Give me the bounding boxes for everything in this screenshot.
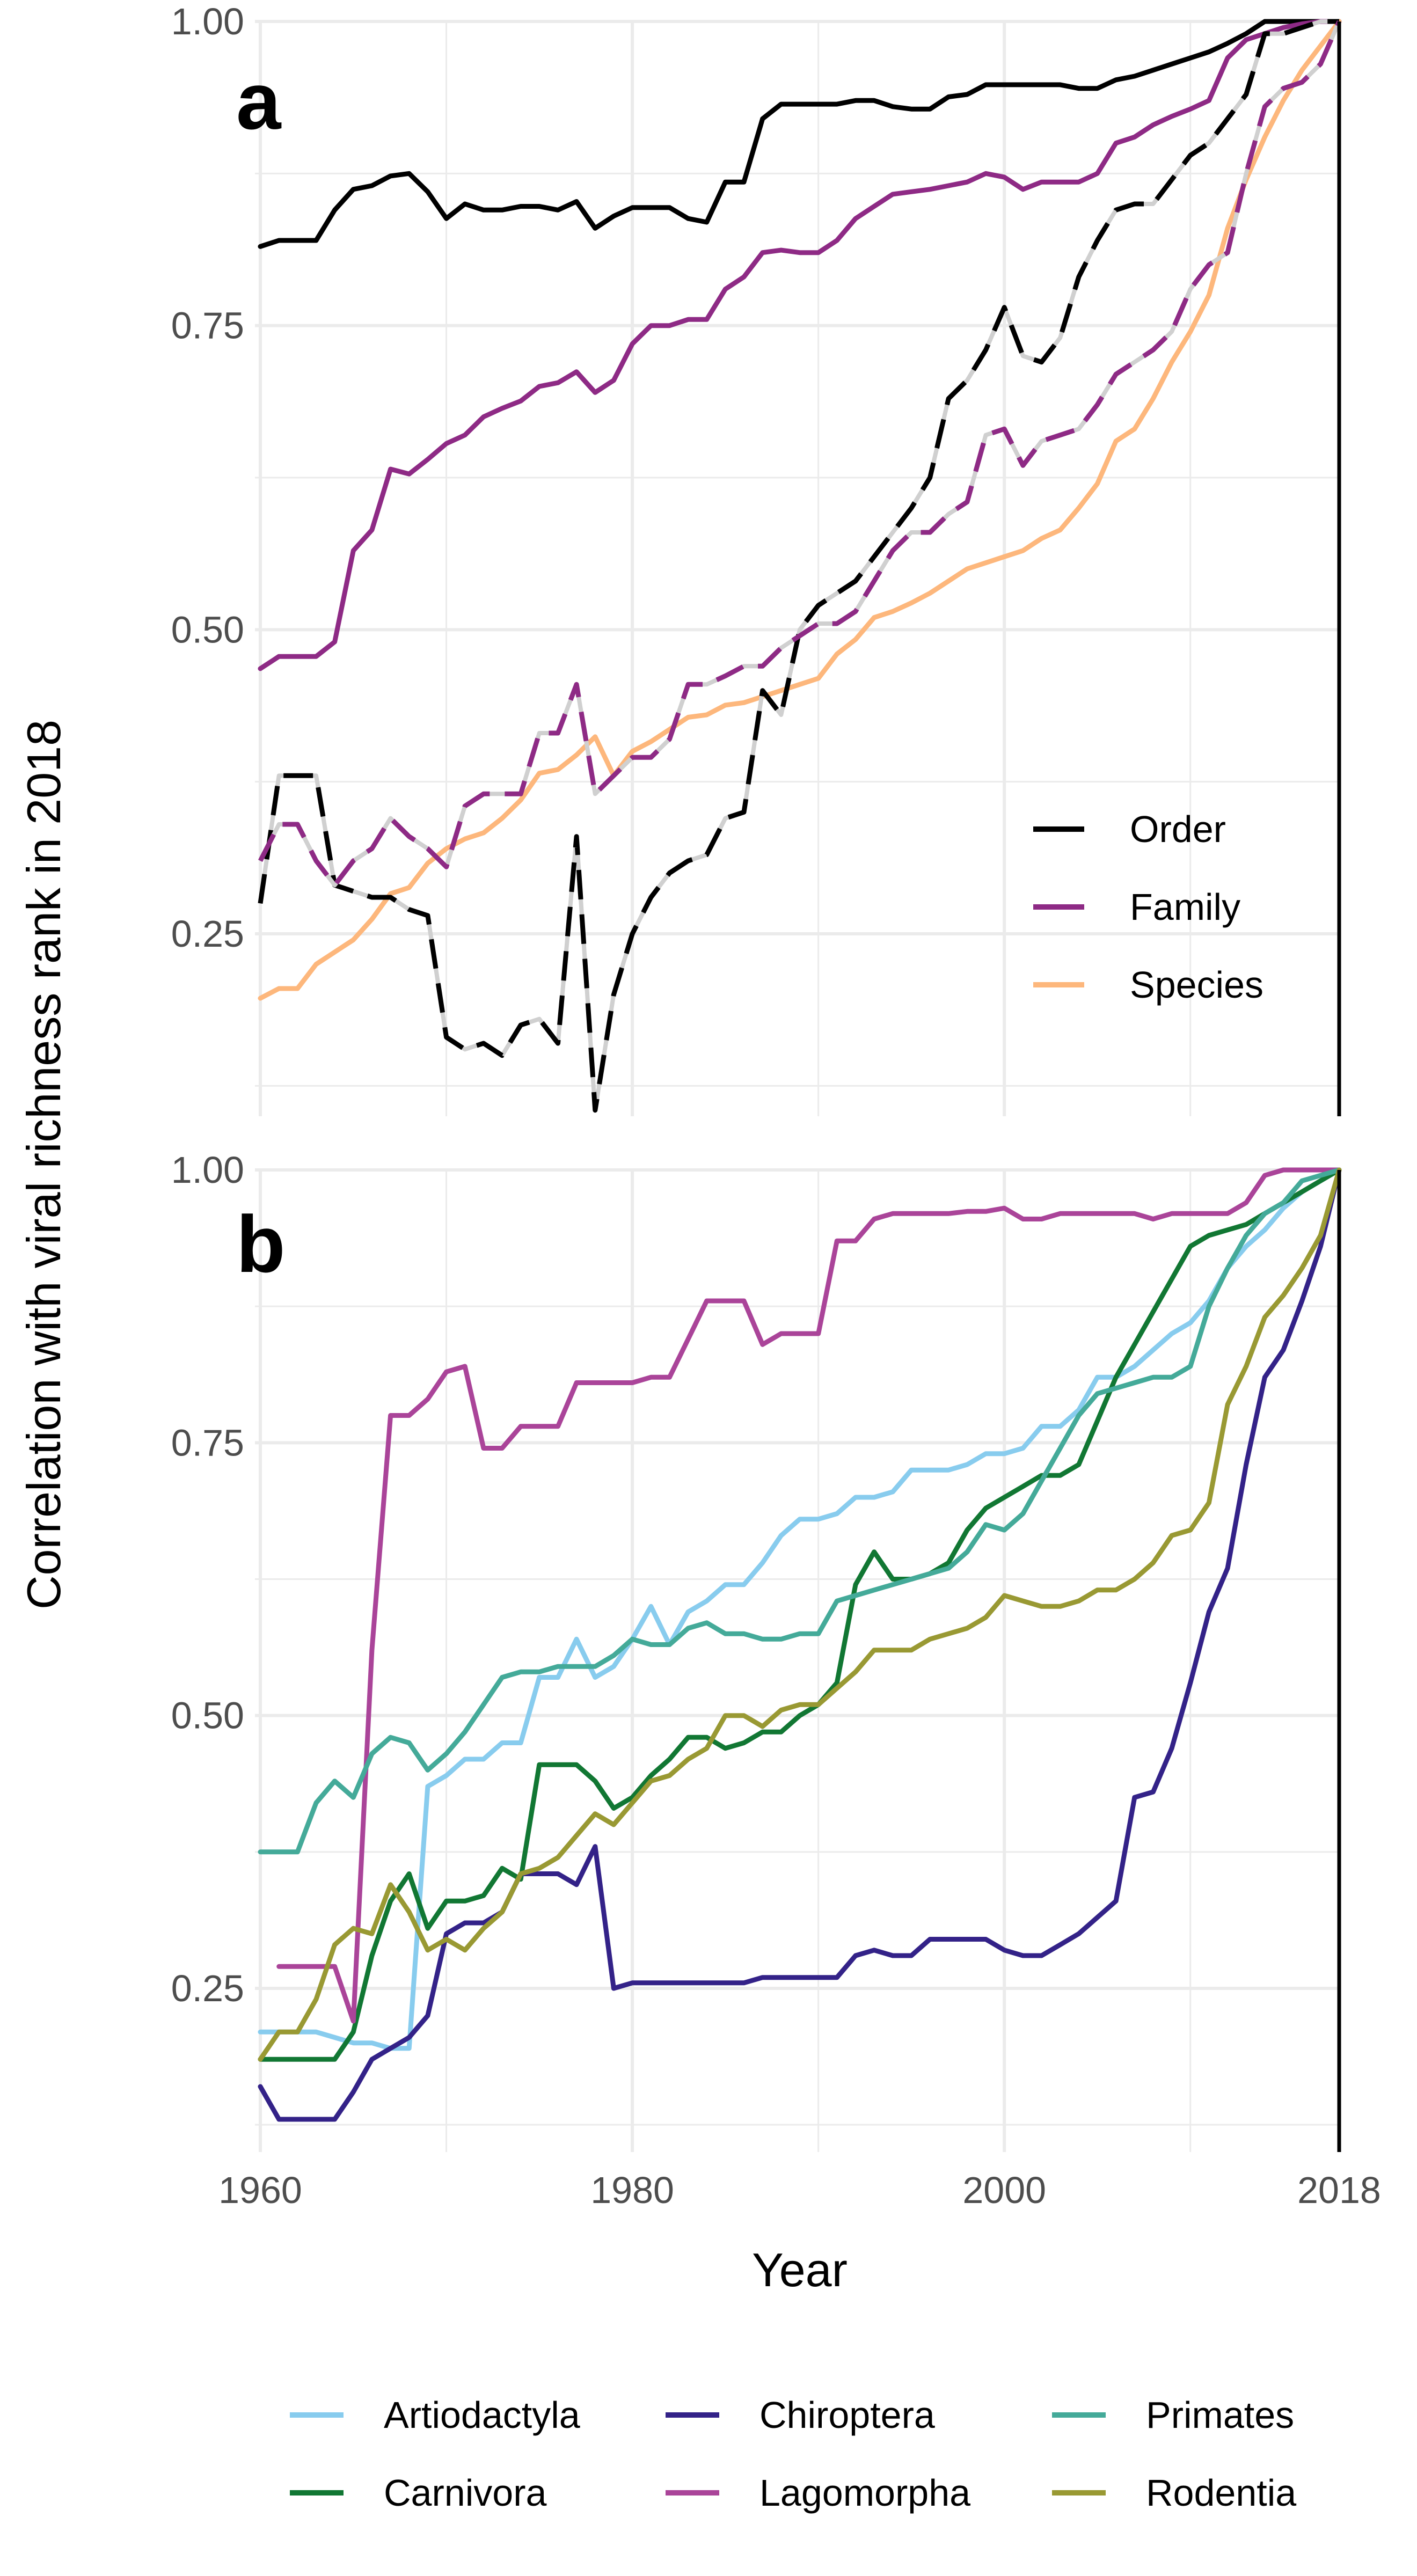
panel-a-letter: a <box>236 56 282 146</box>
x-tick-label: 2018 <box>1297 2169 1381 2211</box>
panel-a-lines <box>258 19 1342 1116</box>
series-line-family-dashed <box>258 20 1342 888</box>
y-tick-label: 0.25 <box>171 1967 244 2009</box>
series-line-species <box>258 19 1342 1001</box>
panel-b-x-ticks: 1960 1980 2000 2018 <box>218 2169 1381 2211</box>
legend-label-artiodactyla: Artiodactyla <box>384 2394 580 2436</box>
bottom-legend: Artiodactyla Chiroptera Primates Carnivora L… <box>290 2394 1296 2514</box>
y-tick-label: 0.75 <box>171 305 244 347</box>
legend-label-primates: Primates <box>1146 2394 1294 2436</box>
panel-b-letter: b <box>236 1199 286 1289</box>
legend-label-chiroptera: Chiroptera <box>759 2394 935 2436</box>
x-tick-label: 1960 <box>218 2169 302 2211</box>
x-tick-label: 2000 <box>962 2169 1046 2211</box>
panel-a: 0.25 0.50 0.75 1.00 a Order Family Species <box>171 1 1342 1116</box>
y-tick-label: 1.00 <box>171 1149 244 1191</box>
y-axis-title: Correlation with viral richness rank in … <box>17 720 70 1609</box>
series-line-lagomorpha <box>276 1167 1342 2024</box>
y-tick-label: 0.50 <box>171 609 244 650</box>
series-line-primates <box>258 1167 1342 1855</box>
panel-b: 0.25 0.50 0.75 1.00 1960 1980 2000 2018 b <box>171 1149 1381 2211</box>
legend-label-species: Species <box>1130 964 1263 1006</box>
series-line-family <box>258 19 1342 671</box>
panel-b-y-ticks: 0.25 0.50 0.75 1.00 <box>171 1149 244 2009</box>
legend-label-order: Order <box>1130 808 1226 850</box>
legend-label-rodentia: Rodentia <box>1146 2472 1296 2514</box>
series-line-order-dashed <box>258 19 1339 1113</box>
legend-label-family: Family <box>1130 886 1240 928</box>
legend-label-lagomorpha: Lagomorpha <box>759 2472 970 2514</box>
panel-b-lines <box>258 1167 1342 2152</box>
x-axis-title: Year <box>752 2243 848 2296</box>
y-tick-label: 0.75 <box>171 1422 244 1463</box>
y-tick-label: 0.50 <box>171 1695 244 1737</box>
x-tick-label: 1980 <box>590 2169 674 2211</box>
series-line-order <box>258 19 1342 249</box>
legend-label-carnivora: Carnivora <box>384 2472 547 2514</box>
panel-a-legend: Order Family Species <box>1033 808 1263 1006</box>
series-line-chiroptera <box>258 1167 1342 2122</box>
series-line-carnivora <box>258 1167 1342 2062</box>
panel-a-y-ticks: 0.25 0.50 0.75 1.00 <box>171 1 244 955</box>
y-tick-label: 1.00 <box>171 1 244 42</box>
series-line-rodentia <box>258 1167 1342 2062</box>
series-line-artiodactyla <box>258 1167 1342 2051</box>
y-tick-label: 0.25 <box>171 913 244 955</box>
